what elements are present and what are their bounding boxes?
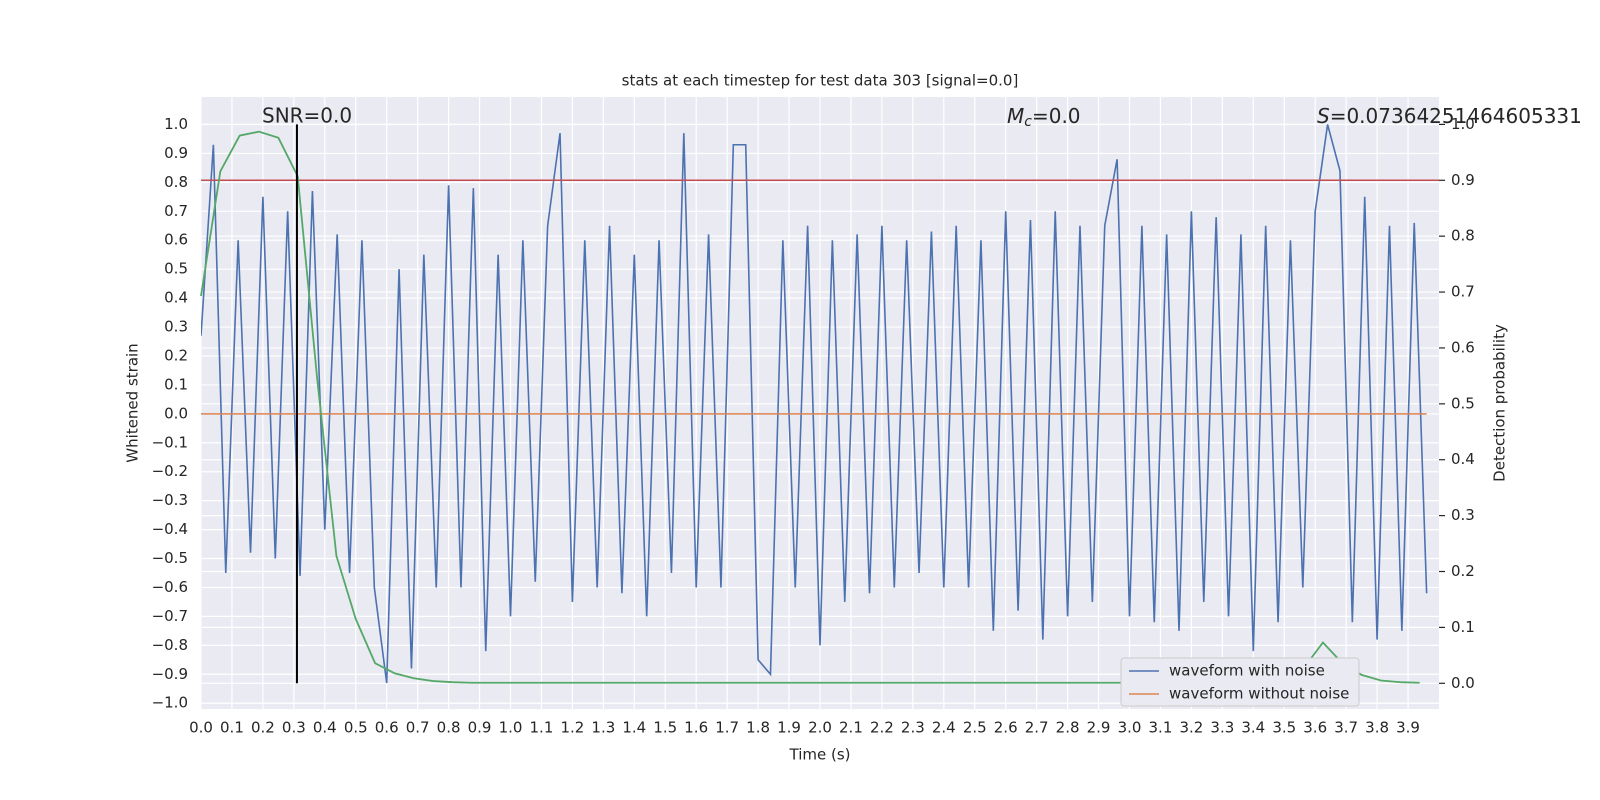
y2-tick-label: 0.4: [1451, 450, 1475, 468]
y2-tick-label: 0.8: [1451, 227, 1475, 245]
y-tick-label: 0.8: [164, 173, 188, 191]
x-tick-label: 0.6: [375, 719, 399, 737]
legend-label: waveform with noise: [1169, 662, 1325, 680]
x-tick-label: 3.4: [1241, 719, 1265, 737]
y-axis-label: Whitened strain: [124, 343, 142, 462]
x-tick-label: 0.3: [282, 719, 306, 737]
x-tick-label: 1.0: [499, 719, 523, 737]
y-tick-label: −0.5: [152, 549, 188, 567]
legend-box: [1120, 657, 1360, 707]
y-tick-label: −0.6: [152, 578, 188, 596]
y-tick-label: 0.7: [164, 202, 188, 220]
y-tick-label: −0.2: [152, 462, 188, 480]
x-tick-label: 0.9: [468, 719, 492, 737]
x-tick-label: 3.7: [1334, 719, 1358, 737]
x-tick-label: 1.5: [653, 719, 677, 737]
x-axis-label: Time (s): [789, 746, 851, 764]
x-tick-label: 2.8: [1056, 719, 1080, 737]
x-tick-label: 3.9: [1396, 719, 1420, 737]
x-tick-label: 0.0: [189, 719, 213, 737]
x-tick-label: 0.7: [406, 719, 430, 737]
x-tick-label: 1.7: [715, 719, 739, 737]
y-tick-label: 0.3: [164, 318, 188, 336]
y-tick-label: 0.6: [164, 231, 188, 249]
mc-symbol: M: [1007, 104, 1024, 128]
x-tick-label: 3.5: [1272, 719, 1296, 737]
x-tick-label: 1.3: [591, 719, 615, 737]
x-tick-label: 3.0: [1118, 719, 1142, 737]
y2-axis-label: Detection probability: [1491, 324, 1509, 482]
y2-tick-label: 0.3: [1451, 506, 1475, 524]
x-tick-label: 2.9: [1087, 719, 1111, 737]
y2-tick-label: 0.1: [1451, 618, 1475, 636]
x-tick-label: 2.0: [808, 719, 832, 737]
x-tick-label: 1.4: [622, 719, 646, 737]
y-tick-label: 0.1: [164, 375, 188, 393]
x-tick-label: 2.5: [963, 719, 987, 737]
x-tick-label: 1.1: [530, 719, 554, 737]
x-tick-label: 0.2: [251, 719, 275, 737]
x-tick-label: 2.6: [994, 719, 1018, 737]
y-tick-label: −0.9: [152, 665, 188, 683]
mc-annotation: Mc=0.0: [1007, 104, 1081, 131]
y-tick-label: 0.2: [164, 346, 188, 364]
x-tick-label: 3.2: [1179, 719, 1203, 737]
x-tick-label: 3.3: [1210, 719, 1234, 737]
y-tick-label: −0.8: [152, 636, 188, 654]
y-tick-label: −0.1: [152, 433, 188, 451]
snr-annotation: SNR=0.0: [262, 104, 352, 128]
x-tick-label: 0.5: [344, 719, 368, 737]
x-tick-label: 2.7: [1025, 719, 1049, 737]
y-tick-label: 0.4: [164, 289, 188, 307]
y2-tick-label: 0.2: [1451, 562, 1475, 580]
s-text: =0.07364251464605331: [1330, 104, 1582, 128]
y-tick-label: 0.5: [164, 260, 188, 278]
x-tick-label: 0.8: [437, 719, 461, 737]
y2-tick-label: 0.6: [1451, 338, 1475, 356]
x-tick-label: 1.9: [777, 719, 801, 737]
chart-title: stats at each timestep for test data 303…: [622, 72, 1019, 90]
s-annotation: S=0.07364251464605331: [1317, 104, 1582, 128]
x-tick-label: 3.1: [1149, 719, 1173, 737]
x-tick-label: 2.1: [839, 719, 863, 737]
x-tick-label: 2.3: [901, 719, 925, 737]
x-tick-label: 1.8: [746, 719, 770, 737]
y-tick-label: −0.7: [152, 607, 188, 625]
y2-tick-label: 0.5: [1451, 394, 1475, 412]
x-tick-label: 0.1: [220, 719, 244, 737]
y-tick-label: −0.3: [152, 491, 188, 509]
x-tick-label: 2.2: [870, 719, 894, 737]
y-tick-label: −0.4: [152, 520, 188, 538]
mc-text: =0.0: [1032, 104, 1081, 128]
x-tick-label: 1.6: [684, 719, 708, 737]
x-tick-label: 1.2: [560, 719, 584, 737]
x-tick-label: 3.6: [1303, 719, 1327, 737]
y-tick-label: 1.0: [164, 115, 188, 133]
y-tick-label: 0.0: [164, 404, 188, 422]
x-tick-label: 2.4: [932, 719, 956, 737]
x-tick-label: 0.4: [313, 719, 337, 737]
legend-label: waveform without noise: [1169, 685, 1349, 703]
mc-subscript: c: [1024, 114, 1032, 130]
y2-tick-label: 0.0: [1451, 674, 1475, 692]
series-line: [201, 124, 1428, 684]
y2-tick-label: 0.7: [1451, 283, 1475, 301]
y2-tick-label: 1.0: [1451, 115, 1475, 133]
s-symbol: S: [1317, 104, 1330, 128]
y-tick-label: −1.0: [152, 694, 188, 712]
y-tick-label: 0.9: [164, 144, 188, 162]
y2-tick-label: 0.9: [1451, 171, 1475, 189]
x-tick-label: 3.8: [1365, 719, 1389, 737]
